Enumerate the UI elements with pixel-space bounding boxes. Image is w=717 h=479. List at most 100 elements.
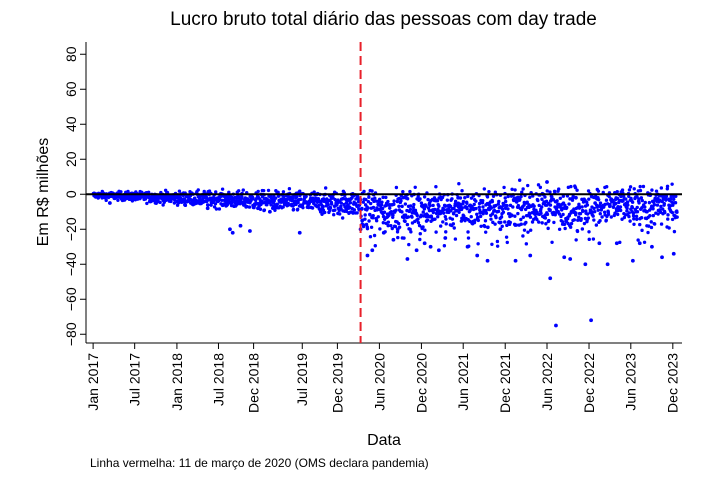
data-point [371,213,375,218]
data-point [418,197,422,201]
x-tick-label: Jan 2017 [85,353,101,411]
x-tick-label: Dec 2021 [497,353,513,413]
data-point [409,230,413,234]
data-point [640,198,644,203]
data-point [458,196,463,200]
data-point [316,203,321,208]
data-point [516,203,521,208]
data-point [360,206,364,211]
data-point [454,213,459,218]
data-point [619,208,623,213]
data-point [631,214,636,218]
data-point [491,220,495,225]
data-point [632,187,636,191]
data-point [626,203,630,207]
data-point [539,211,543,215]
data-point [228,227,232,232]
data-point [401,190,405,194]
data-point [555,199,559,203]
data-point [634,214,639,219]
data-point [618,205,623,209]
data-point [542,200,546,204]
data-point [258,207,263,211]
data-point [440,195,445,200]
data-point [569,184,573,189]
data-point [659,222,664,226]
data-point [519,194,523,199]
data-point [522,228,527,232]
data-point [412,202,416,207]
data-point [544,199,549,204]
y-tick-label: 60 [63,81,79,97]
data-point [119,190,123,194]
data-point [643,200,647,205]
data-point [592,206,596,211]
data-point [645,210,649,214]
data-point [606,212,611,217]
data-point [642,240,647,244]
y-tick-label: 0 [63,190,79,198]
data-point [540,205,544,209]
x-tick-label: Jun 2022 [539,353,555,411]
y-axis-ticks: −80 −60 −40 −20 0 20 40 60 80 [63,46,86,346]
data-point [666,217,670,221]
data-point [548,203,553,207]
x-tick-label: Jun 2020 [371,353,387,411]
data-point [372,233,377,238]
data-point [394,208,398,212]
data-point [332,213,336,217]
data-point [571,194,575,198]
data-point [291,207,296,212]
data-point [206,203,210,207]
data-point [312,190,316,194]
data-points [91,178,679,328]
data-point [559,208,564,212]
data-point [550,195,554,199]
data-point [672,197,676,201]
data-point [245,204,249,209]
data-point [298,189,302,193]
data-point [391,237,396,242]
data-point [262,208,267,212]
data-point [483,224,487,229]
data-point [183,203,188,208]
y-tick-label: −60 [63,287,79,311]
data-point [348,201,353,205]
data-point [158,200,162,205]
data-point [516,211,520,216]
data-point [625,209,629,213]
data-point [418,237,422,242]
data-point [635,209,640,214]
data-point [146,190,151,195]
data-point [490,212,495,216]
data-point [664,194,669,199]
data-point [493,190,498,194]
data-point [659,204,663,209]
data-point [405,257,410,261]
data-point [408,204,413,208]
data-point [442,207,446,212]
data-point [466,230,470,234]
data-point [521,187,525,191]
data-point [376,215,380,219]
data-point [630,205,635,210]
data-point [386,199,390,204]
data-point [666,213,670,217]
data-point [425,218,430,222]
data-point [437,204,441,208]
data-point [441,211,446,215]
data-point [660,255,664,260]
data-point [251,196,255,201]
data-point [663,210,667,215]
data-point [395,230,400,234]
data-point [397,225,402,229]
data-point [281,194,286,199]
data-point [493,222,497,226]
data-point [658,198,662,203]
data-point [540,197,544,201]
data-point [639,196,644,200]
data-point [407,242,411,247]
data-point [436,248,441,253]
data-point [382,210,387,215]
data-point [380,206,385,211]
